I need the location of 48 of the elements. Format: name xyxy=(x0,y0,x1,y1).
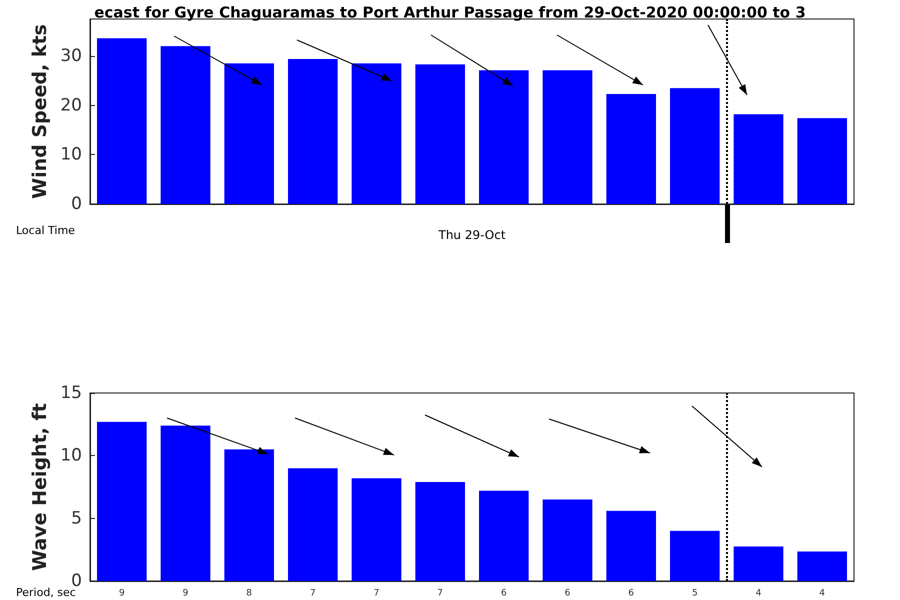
x-tick-label: 7 xyxy=(374,588,380,598)
bar xyxy=(288,468,338,581)
y-tick-label: 15 xyxy=(60,383,82,403)
bar xyxy=(797,118,847,204)
bar xyxy=(160,46,210,204)
x-tick-label: 9 xyxy=(118,588,125,598)
x-tick-label: 8 xyxy=(246,588,252,598)
x-tick-label: 6 xyxy=(500,588,507,598)
y-axis-title: Wave Height, ft xyxy=(28,403,51,571)
bar xyxy=(97,422,147,581)
chart-title: ecast for Gyre Chaguaramas to Port Arthur Passage from 29-Oct-2020 00:00:00 to 3 xyxy=(94,4,806,22)
bar xyxy=(415,64,465,204)
bar xyxy=(97,38,147,204)
bar xyxy=(606,510,656,581)
bar xyxy=(352,63,402,204)
x-tick-label: 6 xyxy=(628,588,634,598)
x-axis-title: Thu 29-Oct xyxy=(437,228,506,242)
y-axis-title: Wind Speed, kts xyxy=(28,24,51,199)
y-tick-label: 30 xyxy=(60,46,82,66)
text: Local Time xyxy=(16,224,76,237)
y-tick-label: 10 xyxy=(60,144,82,165)
bar xyxy=(542,70,592,204)
bar xyxy=(479,490,529,581)
x-tick-label: 5 xyxy=(692,588,698,598)
bar xyxy=(224,63,274,204)
bar xyxy=(542,500,592,581)
x-tick-label: 4 xyxy=(819,588,826,598)
x-tick-label: 6 xyxy=(564,588,571,598)
y-tick-label: 0 xyxy=(71,194,82,214)
bar xyxy=(606,94,656,204)
bar xyxy=(224,449,274,581)
bar xyxy=(479,70,529,204)
x-tick-label: 7 xyxy=(437,588,444,598)
x-tick-label: 4 xyxy=(756,588,762,598)
bar xyxy=(352,478,402,581)
bar xyxy=(670,530,720,581)
x-tick-label: 7 xyxy=(310,588,316,598)
y-tick-label: 10 xyxy=(60,446,82,466)
bar xyxy=(415,482,465,581)
bar xyxy=(797,552,847,581)
bar xyxy=(670,88,720,204)
bar xyxy=(734,546,784,581)
bar xyxy=(160,426,210,581)
y-tick-label: 20 xyxy=(60,95,82,116)
x-tick-label: 9 xyxy=(182,588,189,598)
bar xyxy=(734,114,784,204)
y-tick-label: 5 xyxy=(71,508,82,528)
bar xyxy=(288,58,338,204)
